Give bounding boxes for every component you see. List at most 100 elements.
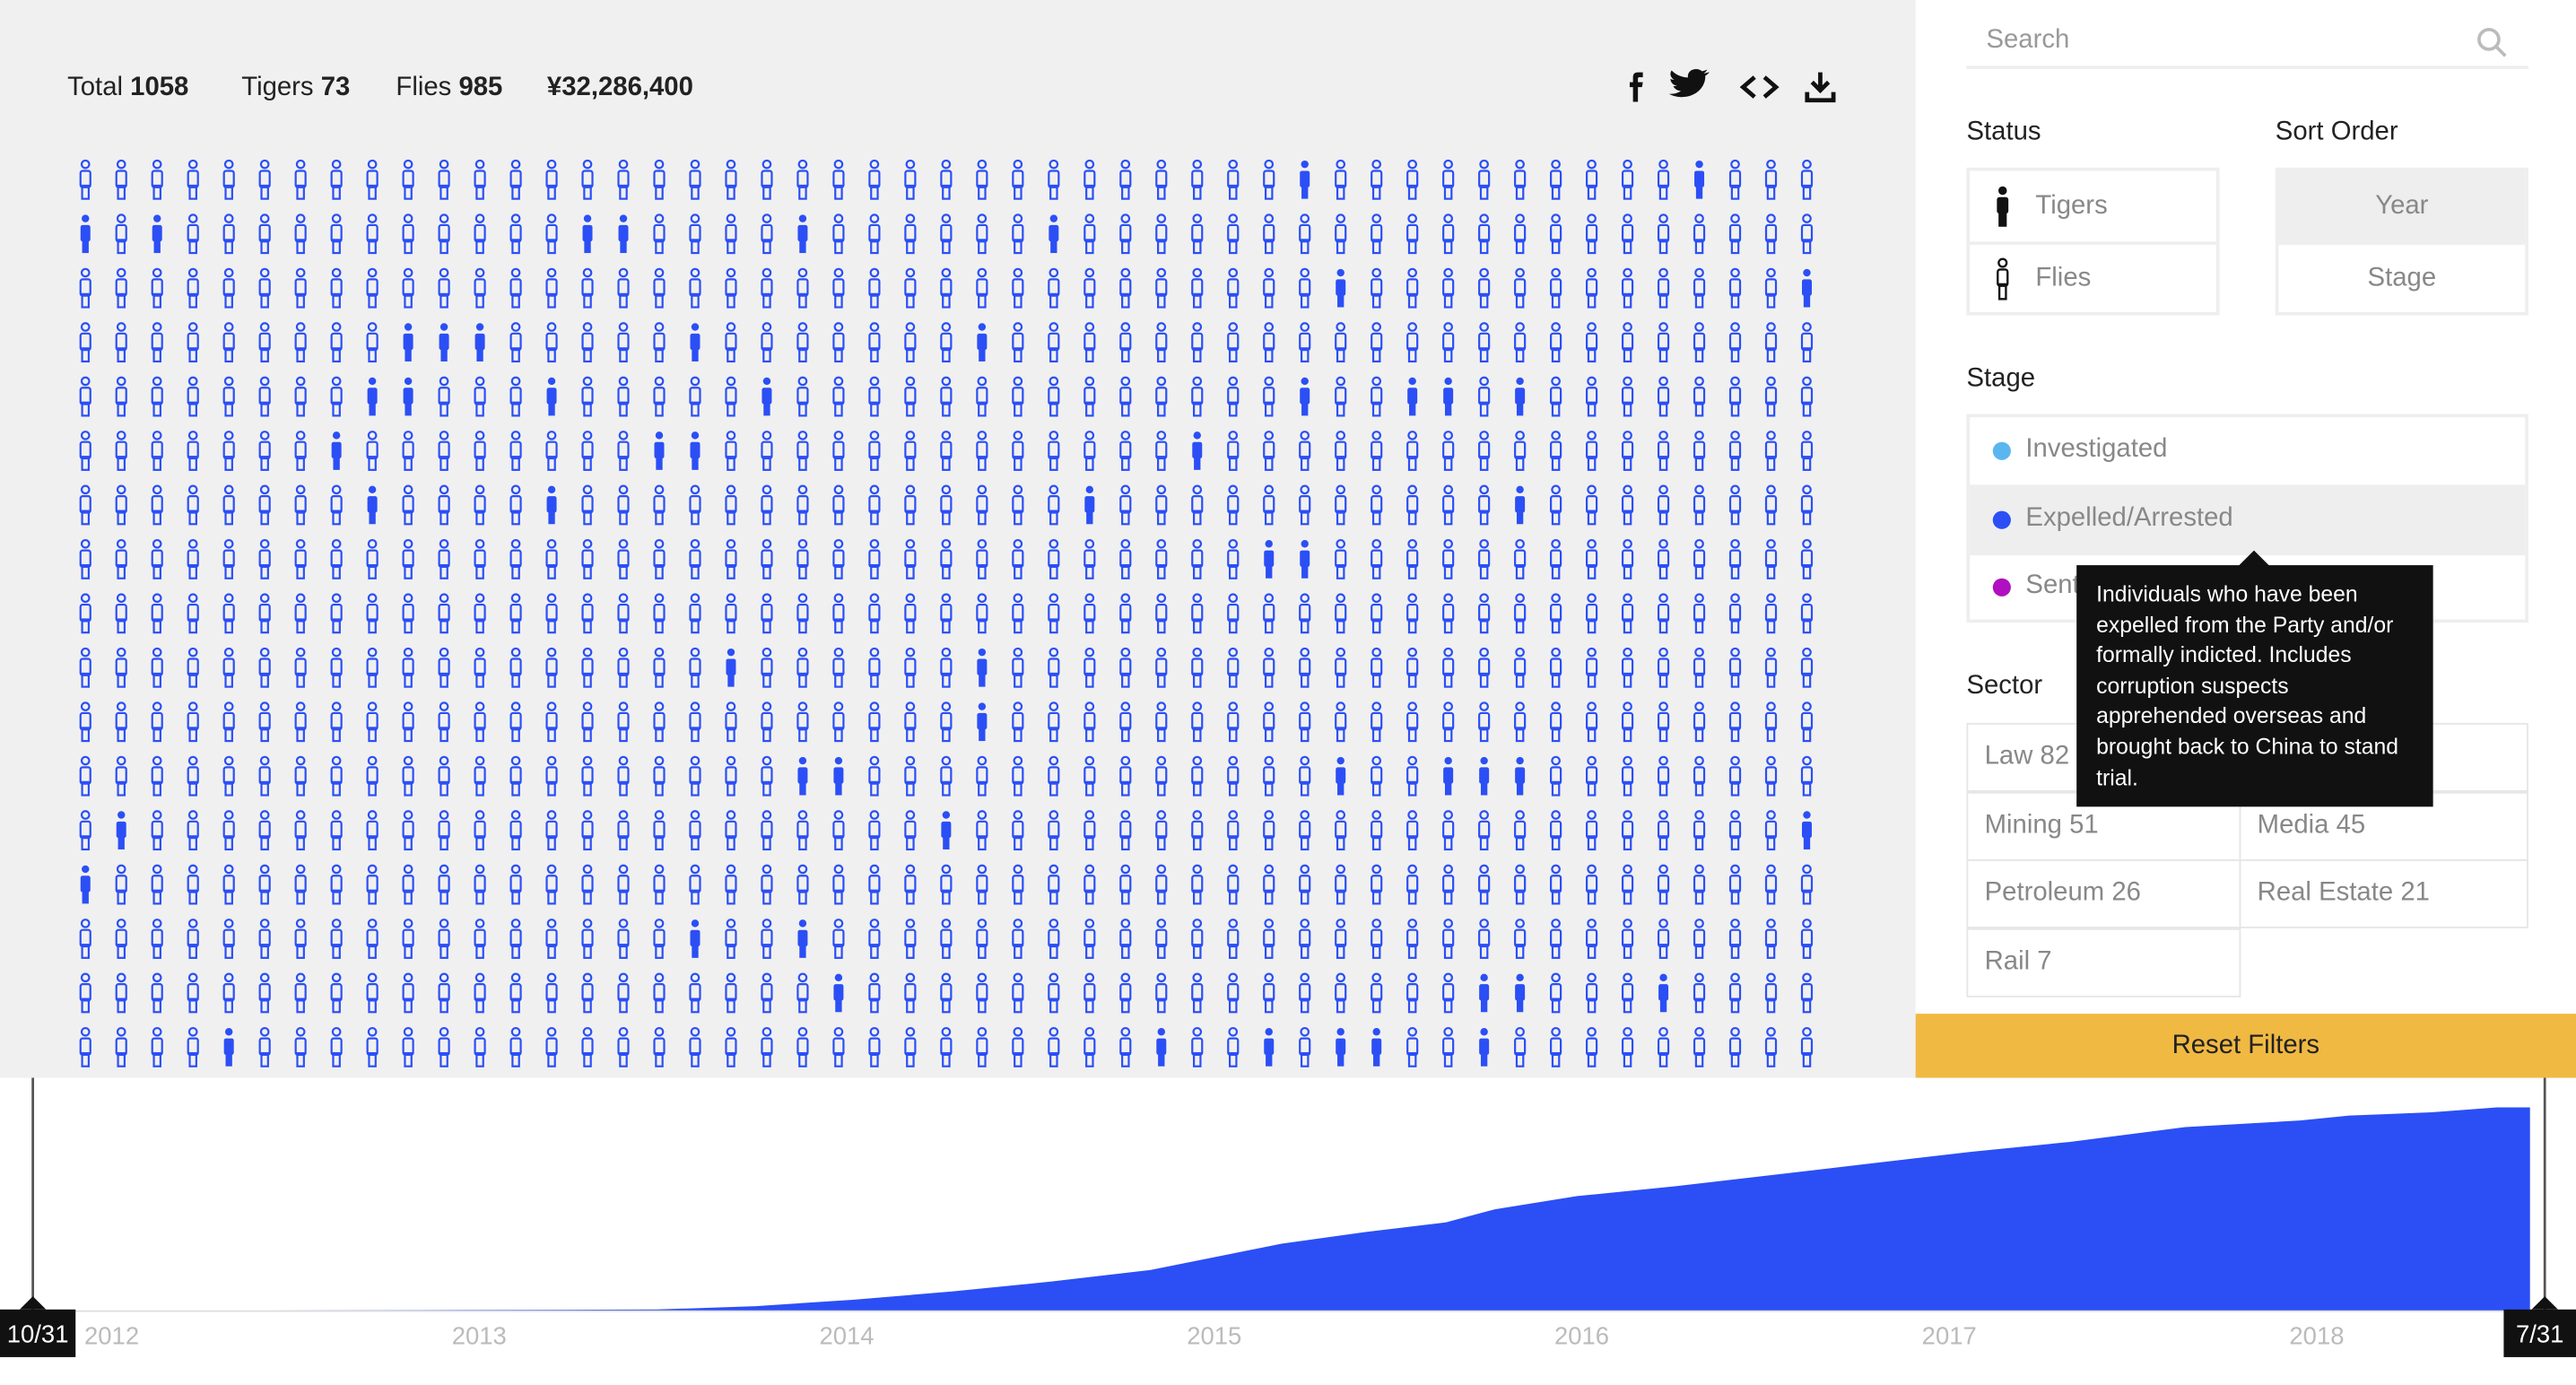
twitter-icon[interactable] <box>1668 69 1710 98</box>
icon-legs <box>117 347 126 363</box>
icon-head <box>1371 159 1381 170</box>
icon-head <box>1300 431 1310 440</box>
icon-body <box>581 983 594 1002</box>
icon-body <box>1657 603 1670 623</box>
icon-head <box>690 267 701 278</box>
icon-legs <box>1802 889 1812 905</box>
icon-legs <box>153 240 161 254</box>
icon-legs <box>1802 727 1812 743</box>
fly-icon <box>617 322 630 363</box>
sector-count: 21 <box>2400 878 2430 908</box>
icon-legs <box>1371 944 1381 959</box>
fly-icon <box>1442 213 1455 255</box>
fly-icon <box>904 810 917 851</box>
icon-body <box>1514 440 1527 460</box>
tiger-icon <box>977 648 988 687</box>
icon-body <box>222 332 235 352</box>
icon-body <box>1728 170 1742 188</box>
fly-icon <box>115 538 127 579</box>
icon-legs <box>1766 456 1776 471</box>
icon-legs <box>511 618 520 634</box>
fly-icon <box>438 213 450 255</box>
icon-body <box>1479 1038 1490 1055</box>
icon-head <box>1120 376 1131 387</box>
icon-body <box>1155 658 1168 676</box>
icon-body <box>258 928 271 948</box>
icon-legs <box>655 239 664 255</box>
download-icon[interactable] <box>1805 72 1836 103</box>
icon-body <box>832 387 845 405</box>
fly-icon <box>1371 376 1383 417</box>
icon-body <box>474 1037 486 1057</box>
icon-legs <box>1193 239 1202 255</box>
fly-icon <box>796 810 809 851</box>
icon-legs <box>260 184 269 200</box>
fly-icon <box>509 484 522 526</box>
icon-head <box>1443 267 1453 278</box>
sector-option[interactable]: Petroleum 26 <box>1966 858 2241 928</box>
icon-body <box>1012 766 1024 785</box>
tiger-icon <box>152 214 162 254</box>
icon-body <box>545 278 558 297</box>
icon-legs <box>943 836 950 849</box>
fly-icon <box>1048 322 1060 363</box>
search-box[interactable]: Search <box>1966 13 2528 69</box>
fly-icon <box>1728 755 1742 797</box>
end-handle[interactable] <box>2503 1309 2576 1357</box>
stage-option[interactable]: Investigated <box>1970 417 2525 484</box>
sector-option[interactable]: Rail 7 <box>1966 927 2241 997</box>
icon-head <box>1694 593 1704 604</box>
icon-head <box>439 431 449 440</box>
icon-legs <box>727 727 735 743</box>
icon-head <box>1336 972 1346 983</box>
icon-legs <box>583 727 592 743</box>
icon-body <box>761 549 773 569</box>
icon-head <box>726 213 736 223</box>
fly-icon <box>1155 647 1168 688</box>
fly-icon <box>1621 213 1634 255</box>
icon-body <box>689 549 701 569</box>
start-handle[interactable] <box>0 1309 76 1357</box>
icon-head <box>1407 972 1417 983</box>
sort-option[interactable]: Year <box>2375 192 2429 221</box>
icon-head <box>80 1026 91 1037</box>
fly-icon <box>581 322 594 363</box>
icon-body <box>1406 278 1419 297</box>
sort-option[interactable]: Stage <box>2367 264 2437 293</box>
icon-body <box>940 1037 953 1057</box>
icon-body <box>1728 1037 1742 1057</box>
icon-legs <box>619 347 628 363</box>
icon-head <box>510 972 521 983</box>
icon-head <box>1371 267 1381 278</box>
icon-head <box>1443 538 1453 549</box>
stage-option[interactable]: Expelled/Arrested <box>1970 485 2525 553</box>
icon-body <box>1693 820 1706 840</box>
icon-head <box>869 159 880 170</box>
icon-body <box>1299 928 1311 948</box>
status-option[interactable]: Tigers <box>2035 192 2108 221</box>
icon-body <box>1407 388 1418 405</box>
fly-icon <box>509 159 522 200</box>
icon-head <box>1336 484 1346 495</box>
fly-icon <box>545 919 558 959</box>
icon-head <box>977 267 988 278</box>
embed-icon[interactable] <box>1739 75 1780 99</box>
fly-icon <box>545 864 558 905</box>
stat-value: 73 <box>320 74 351 102</box>
icon-legs <box>1694 997 1704 1014</box>
reset-button[interactable]: Reset Filters <box>1915 1014 2576 1078</box>
icon-head <box>1730 647 1740 658</box>
stage-label: Expelled/Arrested <box>2025 503 2233 532</box>
icon-body <box>1764 820 1778 840</box>
icon-body <box>1048 928 1060 948</box>
icon-head <box>295 431 306 440</box>
sector-option[interactable]: Real Estate 21 <box>2239 858 2528 928</box>
icon-head <box>1694 376 1704 387</box>
icon-legs <box>762 727 771 743</box>
icon-head <box>1515 647 1525 658</box>
icon-head <box>259 431 270 440</box>
icon-legs <box>475 401 484 417</box>
status-option[interactable]: Flies <box>2035 264 2092 293</box>
icon-head <box>546 322 557 332</box>
icon-body <box>797 929 808 947</box>
